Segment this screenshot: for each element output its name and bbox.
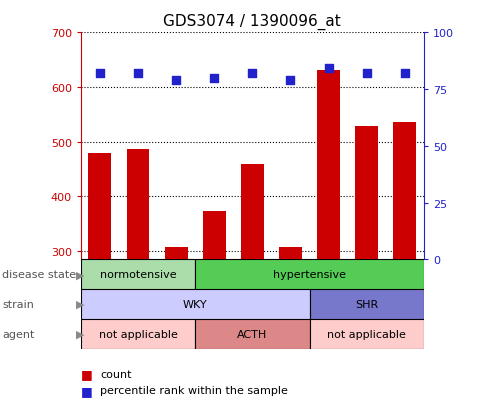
Text: ▶: ▶ — [76, 299, 84, 309]
Text: ▶: ▶ — [76, 329, 84, 339]
Bar — [355, 127, 378, 260]
Point — [287, 77, 294, 84]
Bar — [195, 319, 310, 349]
Text: GSM198865: GSM198865 — [400, 261, 410, 320]
Bar — [119, 260, 157, 291]
Bar — [195, 260, 233, 291]
Text: GSM198861: GSM198861 — [247, 261, 257, 320]
Bar — [126, 150, 149, 260]
Point — [248, 71, 256, 77]
Bar — [233, 260, 271, 291]
Bar — [203, 212, 226, 260]
Text: not applicable: not applicable — [327, 329, 406, 339]
Text: agent: agent — [2, 329, 35, 339]
Bar — [157, 260, 195, 291]
Bar — [310, 260, 347, 291]
Text: count: count — [100, 369, 132, 379]
Point — [363, 71, 370, 77]
Text: GSM198860: GSM198860 — [209, 261, 219, 320]
Point — [210, 75, 218, 82]
Bar — [81, 319, 195, 349]
Bar — [241, 164, 264, 260]
Bar — [81, 260, 119, 291]
Bar — [386, 260, 424, 291]
Bar — [310, 319, 424, 349]
Text: GSM198859: GSM198859 — [171, 261, 181, 320]
Bar — [279, 247, 302, 260]
Point — [96, 71, 104, 77]
Point — [325, 66, 333, 73]
Bar — [165, 248, 188, 260]
Title: GDS3074 / 1390096_at: GDS3074 / 1390096_at — [164, 14, 341, 30]
Text: disease state: disease state — [2, 270, 76, 280]
Point — [134, 71, 142, 77]
Text: normotensive: normotensive — [99, 270, 176, 280]
Text: GSM198863: GSM198863 — [323, 261, 334, 320]
Text: not applicable: not applicable — [98, 329, 177, 339]
Text: GSM198862: GSM198862 — [286, 261, 295, 320]
Text: ■: ■ — [81, 384, 93, 397]
Text: percentile rank within the sample: percentile rank within the sample — [100, 385, 288, 395]
Text: ■: ■ — [81, 367, 93, 380]
Text: SHR: SHR — [355, 299, 378, 309]
Text: GSM198858: GSM198858 — [133, 261, 143, 320]
Bar — [317, 71, 340, 260]
Bar — [81, 260, 195, 290]
Bar — [347, 260, 386, 291]
Point — [401, 71, 409, 77]
Bar — [195, 260, 424, 290]
Bar — [310, 290, 424, 319]
Bar — [89, 153, 111, 260]
Bar — [271, 260, 310, 291]
Bar — [393, 123, 416, 260]
Bar — [81, 290, 310, 319]
Text: ▶: ▶ — [76, 270, 84, 280]
Text: ACTH: ACTH — [237, 329, 268, 339]
Text: hypertensive: hypertensive — [273, 270, 346, 280]
Text: strain: strain — [2, 299, 34, 309]
Text: GSM198857: GSM198857 — [95, 261, 105, 320]
Point — [172, 77, 180, 84]
Text: WKY: WKY — [183, 299, 207, 309]
Text: GSM198864: GSM198864 — [362, 261, 372, 320]
